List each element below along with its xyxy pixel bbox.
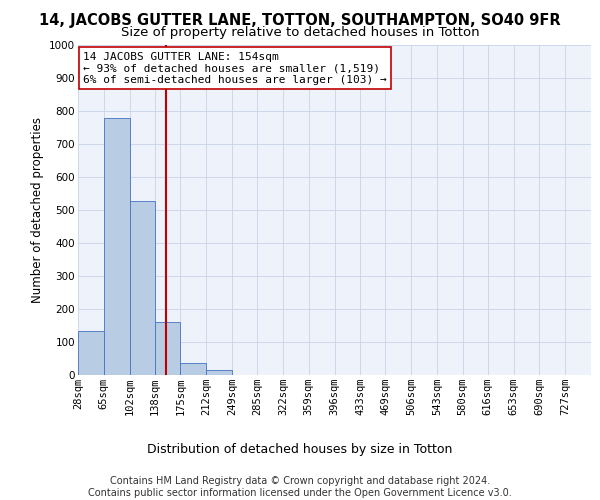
Bar: [130, 201, 155, 375]
Text: Size of property relative to detached houses in Totton: Size of property relative to detached ho…: [121, 26, 479, 39]
Bar: [155, 322, 181, 375]
Bar: [181, 363, 206, 375]
Text: 14, JACOBS GUTTER LANE, TOTTON, SOUTHAMPTON, SO40 9FR: 14, JACOBS GUTTER LANE, TOTTON, SOUTHAMP…: [39, 12, 561, 28]
Bar: [206, 370, 232, 375]
Text: Distribution of detached houses by size in Totton: Distribution of detached houses by size …: [148, 442, 452, 456]
Bar: [78, 331, 104, 375]
Y-axis label: Number of detached properties: Number of detached properties: [31, 117, 44, 303]
Text: 14 JACOBS GUTTER LANE: 154sqm
← 93% of detached houses are smaller (1,519)
6% of: 14 JACOBS GUTTER LANE: 154sqm ← 93% of d…: [83, 52, 387, 85]
Bar: [104, 118, 130, 375]
Text: Contains HM Land Registry data © Crown copyright and database right 2024.
Contai: Contains HM Land Registry data © Crown c…: [88, 476, 512, 498]
